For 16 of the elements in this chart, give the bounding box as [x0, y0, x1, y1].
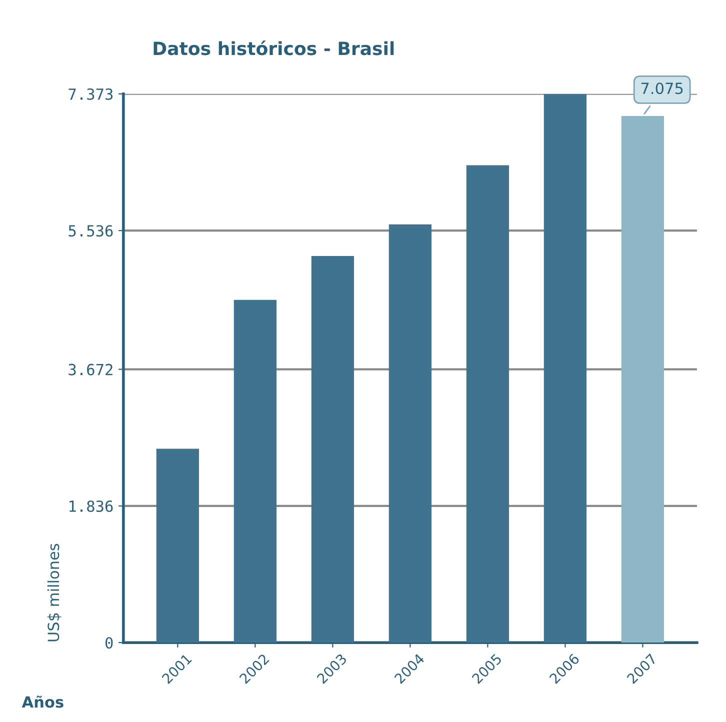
- y-tick-label: 5.536: [68, 225, 113, 237]
- chart-title: Datos históricos - Brasil: [154, 40, 394, 56]
- bar: [466, 165, 510, 643]
- bar: [544, 94, 587, 643]
- bar: [311, 256, 354, 643]
- y-axis-title: US$ millones: [47, 544, 62, 642]
- y-tick-label: 3.672: [68, 364, 112, 376]
- bar: [234, 300, 276, 643]
- y-tick-label: 7.373: [68, 88, 113, 100]
- bar: [388, 224, 432, 643]
- bar: [156, 448, 199, 643]
- data-label: 7.075: [641, 82, 683, 94]
- y-tick-label: 0: [105, 637, 113, 649]
- bar: [621, 116, 664, 643]
- x-axis-title: Años: [22, 696, 64, 708]
- y-tick-label: 1.836: [70, 500, 113, 512]
